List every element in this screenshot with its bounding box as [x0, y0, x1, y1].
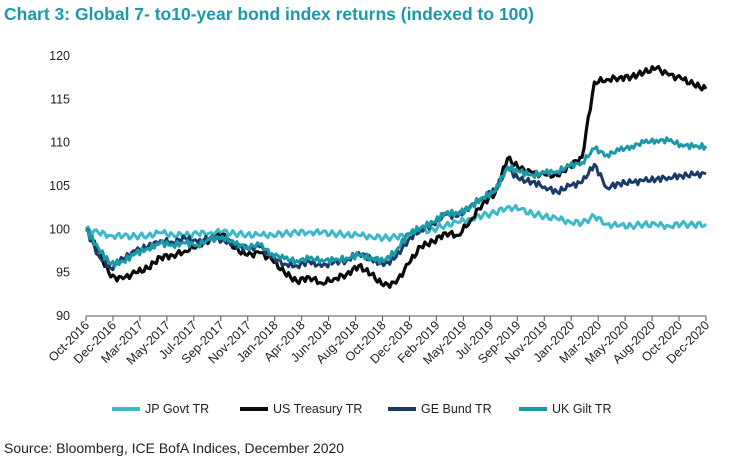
legend-label: US Treasury TR [273, 402, 362, 416]
chart-title: Chart 3: Global 7- to10-year bond index … [4, 4, 534, 24]
y-tick-label: 120 [49, 49, 70, 63]
legend-label: UK Gilt TR [552, 402, 612, 416]
series-lines [84, 65, 708, 289]
y-tick-label: 105 [49, 179, 70, 193]
legend: JP Govt TR US Treasury TR GE Bund TR UK Gil… [112, 402, 612, 416]
series-line-ge-bund-tr [84, 162, 707, 272]
legend-label: JP Govt TR [145, 402, 209, 416]
y-tick-label: 100 [49, 222, 70, 236]
series-line-jp-govt-tr [84, 204, 708, 243]
y-tick-label: 110 [50, 136, 70, 150]
x-axis: Oct-2016Dec-2016Mar-2017May-2017Jul-2017… [46, 315, 712, 367]
source-note: Source: Bloomberg, ICE BofA Indices, Dec… [4, 440, 345, 456]
y-tick-label: 90 [56, 309, 70, 323]
y-axis: 90 95 100 105 110 115 120 [49, 49, 70, 323]
y-tick-label: 115 [50, 92, 70, 106]
series-line-us-treasury-tr [85, 65, 708, 289]
series-line-uk-gilt-tr [85, 136, 708, 268]
y-tick-label: 95 [56, 266, 70, 280]
legend-label: GE Bund TR [421, 402, 492, 416]
